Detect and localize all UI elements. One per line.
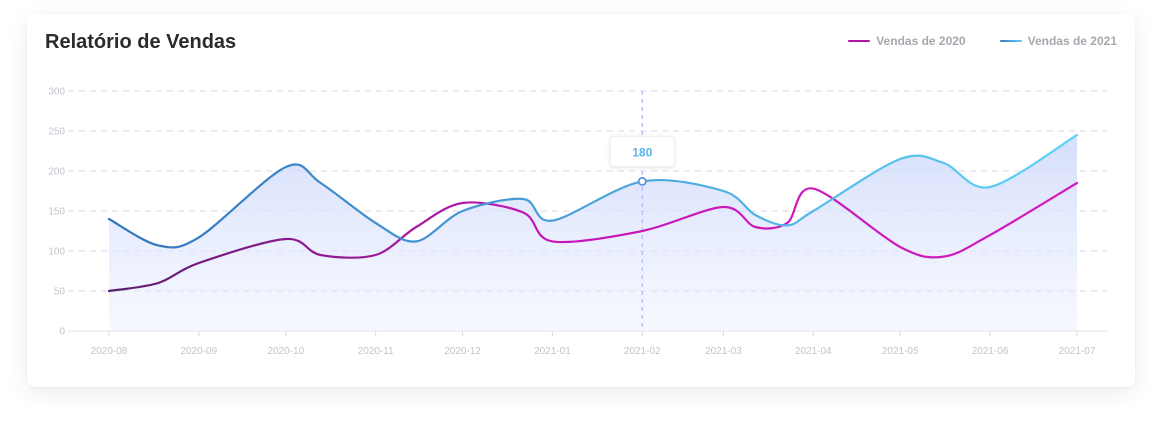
data-point-2020[interactable]	[941, 254, 947, 260]
series-area-2021	[109, 135, 1077, 331]
x-tick-label: 2020-09	[180, 346, 217, 357]
chart-legend: Vendas de 2020 Vendas de 2021	[848, 34, 1117, 48]
data-point-2020[interactable]	[752, 224, 758, 230]
data-point-2021[interactable]	[373, 220, 379, 226]
data-point-2021[interactable]	[155, 242, 161, 248]
y-tick-label: 300	[48, 87, 65, 98]
tooltip-marker[interactable]	[637, 176, 647, 186]
x-tick-label: 2021-04	[795, 346, 832, 357]
data-point-2020[interactable]	[720, 204, 726, 210]
y-tick-label: 100	[48, 247, 65, 258]
data-point-2021[interactable]	[283, 164, 289, 170]
data-point-2021[interactable]	[752, 212, 758, 218]
legend-item-2020[interactable]: Vendas de 2020	[848, 34, 966, 48]
data-point-2021[interactable]	[549, 218, 555, 224]
legend-label-2021: Vendas de 2021	[1027, 34, 1117, 48]
data-point-2020[interactable]	[155, 280, 161, 286]
tooltip-box	[609, 135, 675, 167]
data-point-2020[interactable]	[1074, 180, 1080, 186]
chart-title: Relatório de Vendas	[45, 31, 237, 53]
data-point-2020[interactable]	[549, 238, 555, 244]
x-tick-label: 2021-02	[624, 346, 661, 357]
series-line-2020	[107, 181, 1079, 293]
data-point-2021[interactable]	[720, 188, 726, 194]
data-point-2021[interactable]	[941, 160, 947, 166]
data-point-2020[interactable]	[460, 200, 466, 206]
tooltip-value: 180	[632, 145, 652, 159]
legend-label-2020: Vendas de 2020	[876, 34, 966, 48]
data-point-2020[interactable]	[373, 252, 379, 258]
data-point-2021[interactable]	[784, 222, 790, 228]
data-point-2021[interactable]	[106, 216, 112, 222]
data-point-2021[interactable]	[196, 234, 202, 240]
data-point-2021[interactable]	[897, 156, 903, 162]
data-point-2020[interactable]	[897, 244, 903, 250]
x-tick-label: 2020-10	[267, 346, 304, 357]
y-tick-label: 250	[48, 127, 65, 138]
data-point-2020[interactable]	[196, 260, 202, 266]
legend-swatch-2020	[848, 40, 871, 42]
series-line-2021	[107, 133, 1079, 249]
y-tick-label: 150	[48, 207, 65, 218]
data-point-2020[interactable]	[520, 210, 526, 216]
y-tick-label: 0	[59, 327, 65, 338]
x-tick-label: 2020-08	[91, 346, 128, 357]
legend-item-2021[interactable]: Vendas de 2021	[999, 34, 1117, 48]
legend-swatch-2021	[999, 40, 1022, 42]
data-point-2020[interactable]	[413, 224, 419, 230]
y-tick-label: 50	[54, 287, 66, 298]
x-tick-label: 2020-12	[444, 346, 481, 357]
data-point-2021[interactable]	[413, 238, 419, 244]
data-point-2020[interactable]	[283, 236, 289, 242]
data-point-2020[interactable]	[987, 232, 993, 238]
x-tick-label: 2021-05	[882, 346, 919, 357]
data-point-2021[interactable]	[1074, 132, 1080, 138]
data-point-2021[interactable]	[460, 208, 466, 214]
data-point-2021[interactable]	[987, 184, 993, 190]
data-point-2020[interactable]	[318, 252, 324, 258]
x-tick-label: 2021-01	[534, 346, 571, 357]
x-tick-label: 2021-03	[705, 346, 742, 357]
data-point-2021[interactable]	[520, 196, 526, 202]
x-tick-label: 2021-07	[1059, 346, 1096, 357]
x-tick-label: 2021-06	[972, 346, 1009, 357]
data-point-2021[interactable]	[318, 180, 324, 186]
y-tick-label: 200	[48, 167, 65, 178]
x-tick-label: 2020-11	[358, 346, 394, 357]
data-point-2020[interactable]	[810, 186, 816, 192]
data-point-2020[interactable]	[639, 228, 645, 234]
data-point-2020[interactable]	[106, 288, 112, 294]
data-point-2021[interactable]	[810, 208, 816, 214]
